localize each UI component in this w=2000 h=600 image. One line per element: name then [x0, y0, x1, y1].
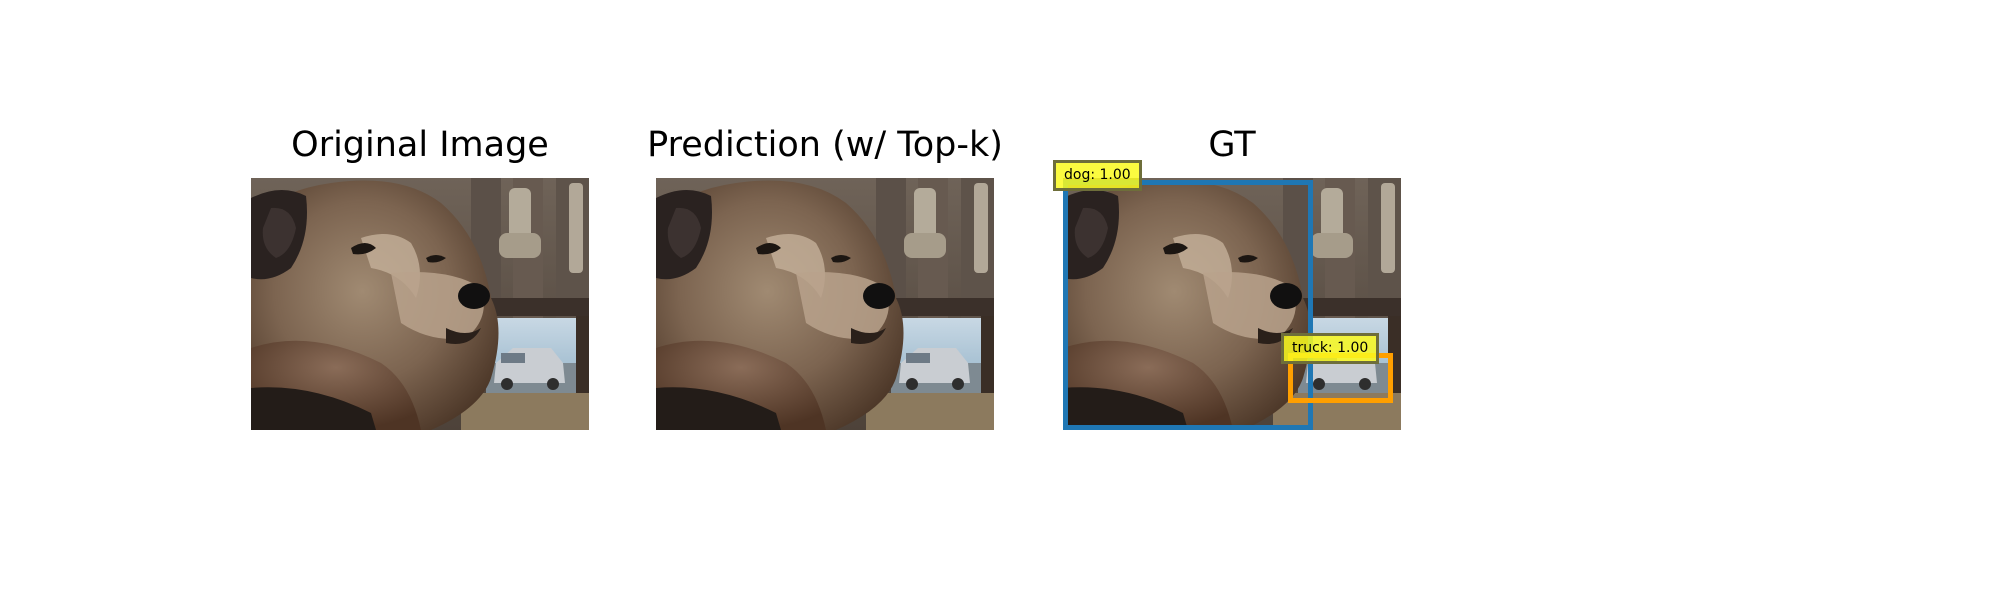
panel-original-image [251, 178, 589, 430]
dog-bounding-box [1063, 180, 1313, 430]
panel-title-original: Original Image [291, 125, 549, 165]
panel-gt: dog: 1.00 truck: 1.00 [1053, 160, 1401, 430]
panel-prediction [656, 178, 994, 430]
dog-detection-label: dog: 1.00 [1053, 160, 1142, 191]
panel-title-prediction: Prediction (w/ Top-k) [647, 125, 1003, 165]
dog-photo-prediction [656, 178, 994, 430]
panel-title-gt: GT [1208, 125, 1256, 165]
truck-detection-label: truck: 1.00 [1281, 333, 1380, 364]
dog-photo-original [251, 178, 589, 430]
